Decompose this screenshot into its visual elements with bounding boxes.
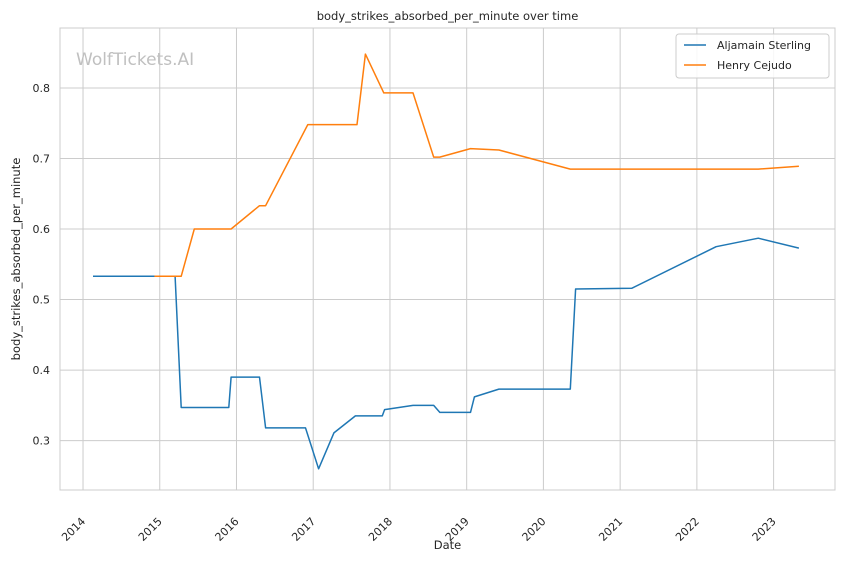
y-gridlines bbox=[60, 87, 835, 442]
y-tick-label: 0.4 bbox=[33, 364, 51, 377]
y-axis-label: body_strikes_absorbed_per_minute bbox=[9, 158, 23, 361]
y-tick-labels: 0.3 0.4 0.5 0.6 0.7 0.8 bbox=[33, 82, 51, 448]
y-tick-label: 0.7 bbox=[33, 152, 51, 165]
series-line bbox=[154, 53, 799, 278]
watermark-text: WolfTickets.AI bbox=[76, 50, 194, 70]
x-tick-labels: 2014 2015 2016 2017 2018 2019 2020 2021 2022 2023 bbox=[59, 515, 779, 544]
legend: Aljamain Sterling Henry Cejudo bbox=[675, 33, 830, 79]
x-tick-label: 2020 bbox=[520, 515, 549, 544]
x-tick-label: 2018 bbox=[366, 515, 395, 544]
plot-area-frame bbox=[59, 27, 836, 491]
x-tick-label: 2023 bbox=[750, 515, 779, 544]
x-tick-label: 2014 bbox=[59, 515, 88, 544]
y-tick-label: 0.6 bbox=[33, 223, 51, 236]
x-tick-label: 2017 bbox=[289, 515, 318, 544]
x-tick-label: 2021 bbox=[596, 515, 625, 544]
series-lines bbox=[93, 53, 800, 470]
x-tick-label: 2015 bbox=[136, 515, 165, 544]
y-tick-label: 0.3 bbox=[33, 435, 51, 448]
legend-entry: Aljamain Sterling bbox=[717, 39, 811, 52]
legend-entry: Henry Cejudo bbox=[717, 59, 792, 72]
x-gridlines bbox=[82, 28, 775, 490]
series-line bbox=[93, 237, 800, 470]
y-tick-label: 0.8 bbox=[33, 82, 51, 95]
legend-box bbox=[675, 33, 830, 79]
chart-title: body_strikes_absorbed_per_minute over ti… bbox=[317, 9, 579, 23]
x-axis-label: Date bbox=[434, 538, 462, 552]
x-tick-label: 2022 bbox=[673, 515, 702, 544]
x-tick-label: 2016 bbox=[213, 515, 242, 544]
y-tick-label: 0.5 bbox=[33, 294, 51, 307]
